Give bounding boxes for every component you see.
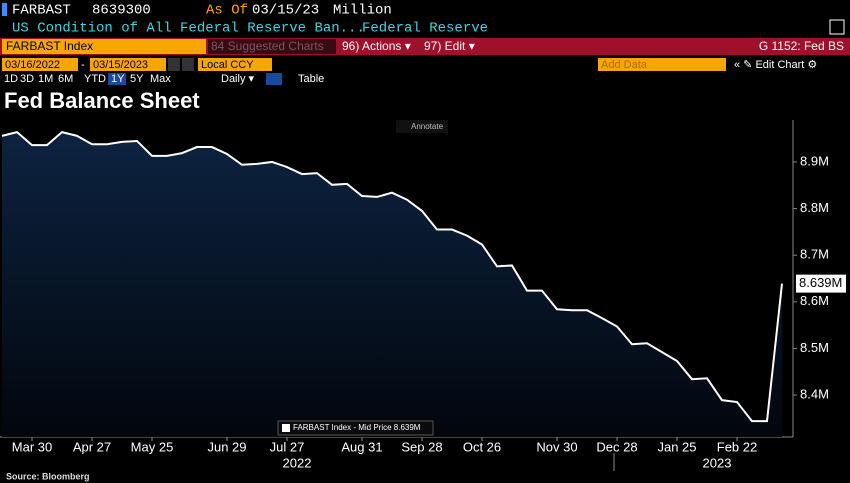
x-tick-label: Feb 22 xyxy=(717,439,757,454)
suggested: 84 Suggested Charts xyxy=(211,39,324,53)
currency: Local CCY xyxy=(201,59,254,71)
annotate: Annotate xyxy=(411,122,444,131)
y-tick-label: 8.9M xyxy=(800,153,829,168)
marker xyxy=(2,3,7,16)
suggested-button[interactable] xyxy=(208,39,336,54)
next[interactable] xyxy=(182,58,194,71)
unit: Million xyxy=(333,3,392,19)
x-tick-label: Mar 30 xyxy=(12,439,52,454)
as-of-date: 03/15/23 xyxy=(252,3,319,19)
x-tick-label: Oct 26 xyxy=(463,439,501,454)
ticker: FARBAST xyxy=(12,3,71,19)
add-data: Add Data xyxy=(601,59,648,71)
annotate-button[interactable] xyxy=(396,120,448,133)
page-code: G 1152: Fed BS xyxy=(759,39,844,53)
as-of-label: As Of xyxy=(206,3,248,19)
chart-title: Fed Balance Sheet xyxy=(4,88,200,113)
legend-swatch xyxy=(282,424,290,432)
line xyxy=(1,131,783,423)
actions[interactable]: 96) Actions ▾ xyxy=(342,39,411,53)
x-tick-label: May 25 xyxy=(131,439,174,454)
year-label: 2023 xyxy=(703,455,732,470)
period-bar: 1D 3D 1M 6M YTD 1Y 5Y Max xyxy=(4,73,171,85)
period[interactable]: YTD xyxy=(84,73,106,85)
period[interactable]: 5Y xyxy=(130,73,144,85)
description: US Condition of All Federal Reserve Ban.… xyxy=(12,21,365,37)
plot: 8.4M 8.5M 8.6M 8.7M 8.8M 8.9M Mar 30 Apr 27 May … xyxy=(0,120,846,471)
y-tick-label: 8.6M xyxy=(800,293,829,308)
security: FARBAST Index xyxy=(6,39,93,53)
ticker-value: 8639300 xyxy=(92,3,151,19)
period[interactable]: 1Y xyxy=(111,73,125,85)
period[interactable]: Max xyxy=(150,73,171,85)
table[interactable]: Table xyxy=(298,73,324,85)
x-tick-label: Jul 27 xyxy=(270,439,305,454)
x-tick-label: Nov 30 xyxy=(536,439,577,454)
prev[interactable] xyxy=(168,58,180,71)
edit-chart[interactable]: « ✎ Edit Chart ⚙ xyxy=(734,59,817,71)
date-to: 03/15/2023 xyxy=(93,59,148,71)
x-tick-label: Jun 29 xyxy=(207,439,246,454)
y-tick-label: 8.7M xyxy=(800,247,829,262)
security-field[interactable] xyxy=(2,39,206,54)
y-tick-label: 8.4M xyxy=(800,386,829,401)
source: Source: Bloomberg xyxy=(6,471,90,481)
y-tick-label: 8.8M xyxy=(800,200,829,215)
period[interactable]: 1M xyxy=(38,73,53,85)
x-tick-label: Sep 28 xyxy=(401,439,442,454)
icon[interactable] xyxy=(829,19,845,35)
edit[interactable]: 97) Edit ▾ xyxy=(424,39,475,53)
source-name: Federal Reserve xyxy=(362,21,488,37)
period[interactable]: 3D xyxy=(20,73,34,85)
date-sep: - xyxy=(81,59,85,71)
frequency[interactable]: Daily ▾ xyxy=(221,73,255,85)
add-data-field[interactable] xyxy=(598,58,726,71)
y-tick-label: 8.5M xyxy=(800,340,829,355)
chart-icon[interactable] xyxy=(266,73,282,85)
period[interactable]: 6M xyxy=(58,73,73,85)
last-value-label: 8.639M xyxy=(799,275,842,290)
date-from-field[interactable] xyxy=(2,58,78,71)
period[interactable]: 1D xyxy=(4,73,18,85)
x-tick-label: Aug 31 xyxy=(341,439,382,454)
period-active xyxy=(108,73,126,85)
date-to-field[interactable] xyxy=(90,58,166,71)
x-tick-label: Apr 27 xyxy=(73,439,111,454)
currency-field[interactable] xyxy=(198,58,272,71)
x-tick-label: Dec 28 xyxy=(596,439,637,454)
date-from: 03/16/2022 xyxy=(5,59,60,71)
last-value-box xyxy=(796,274,846,293)
x-tick-label: Jan 25 xyxy=(657,439,696,454)
legend-label: FARBAST Index - Mid Price 8.639M xyxy=(293,423,421,432)
legend-box xyxy=(277,420,434,436)
area xyxy=(2,132,782,437)
year-label: 2022 xyxy=(283,455,312,470)
